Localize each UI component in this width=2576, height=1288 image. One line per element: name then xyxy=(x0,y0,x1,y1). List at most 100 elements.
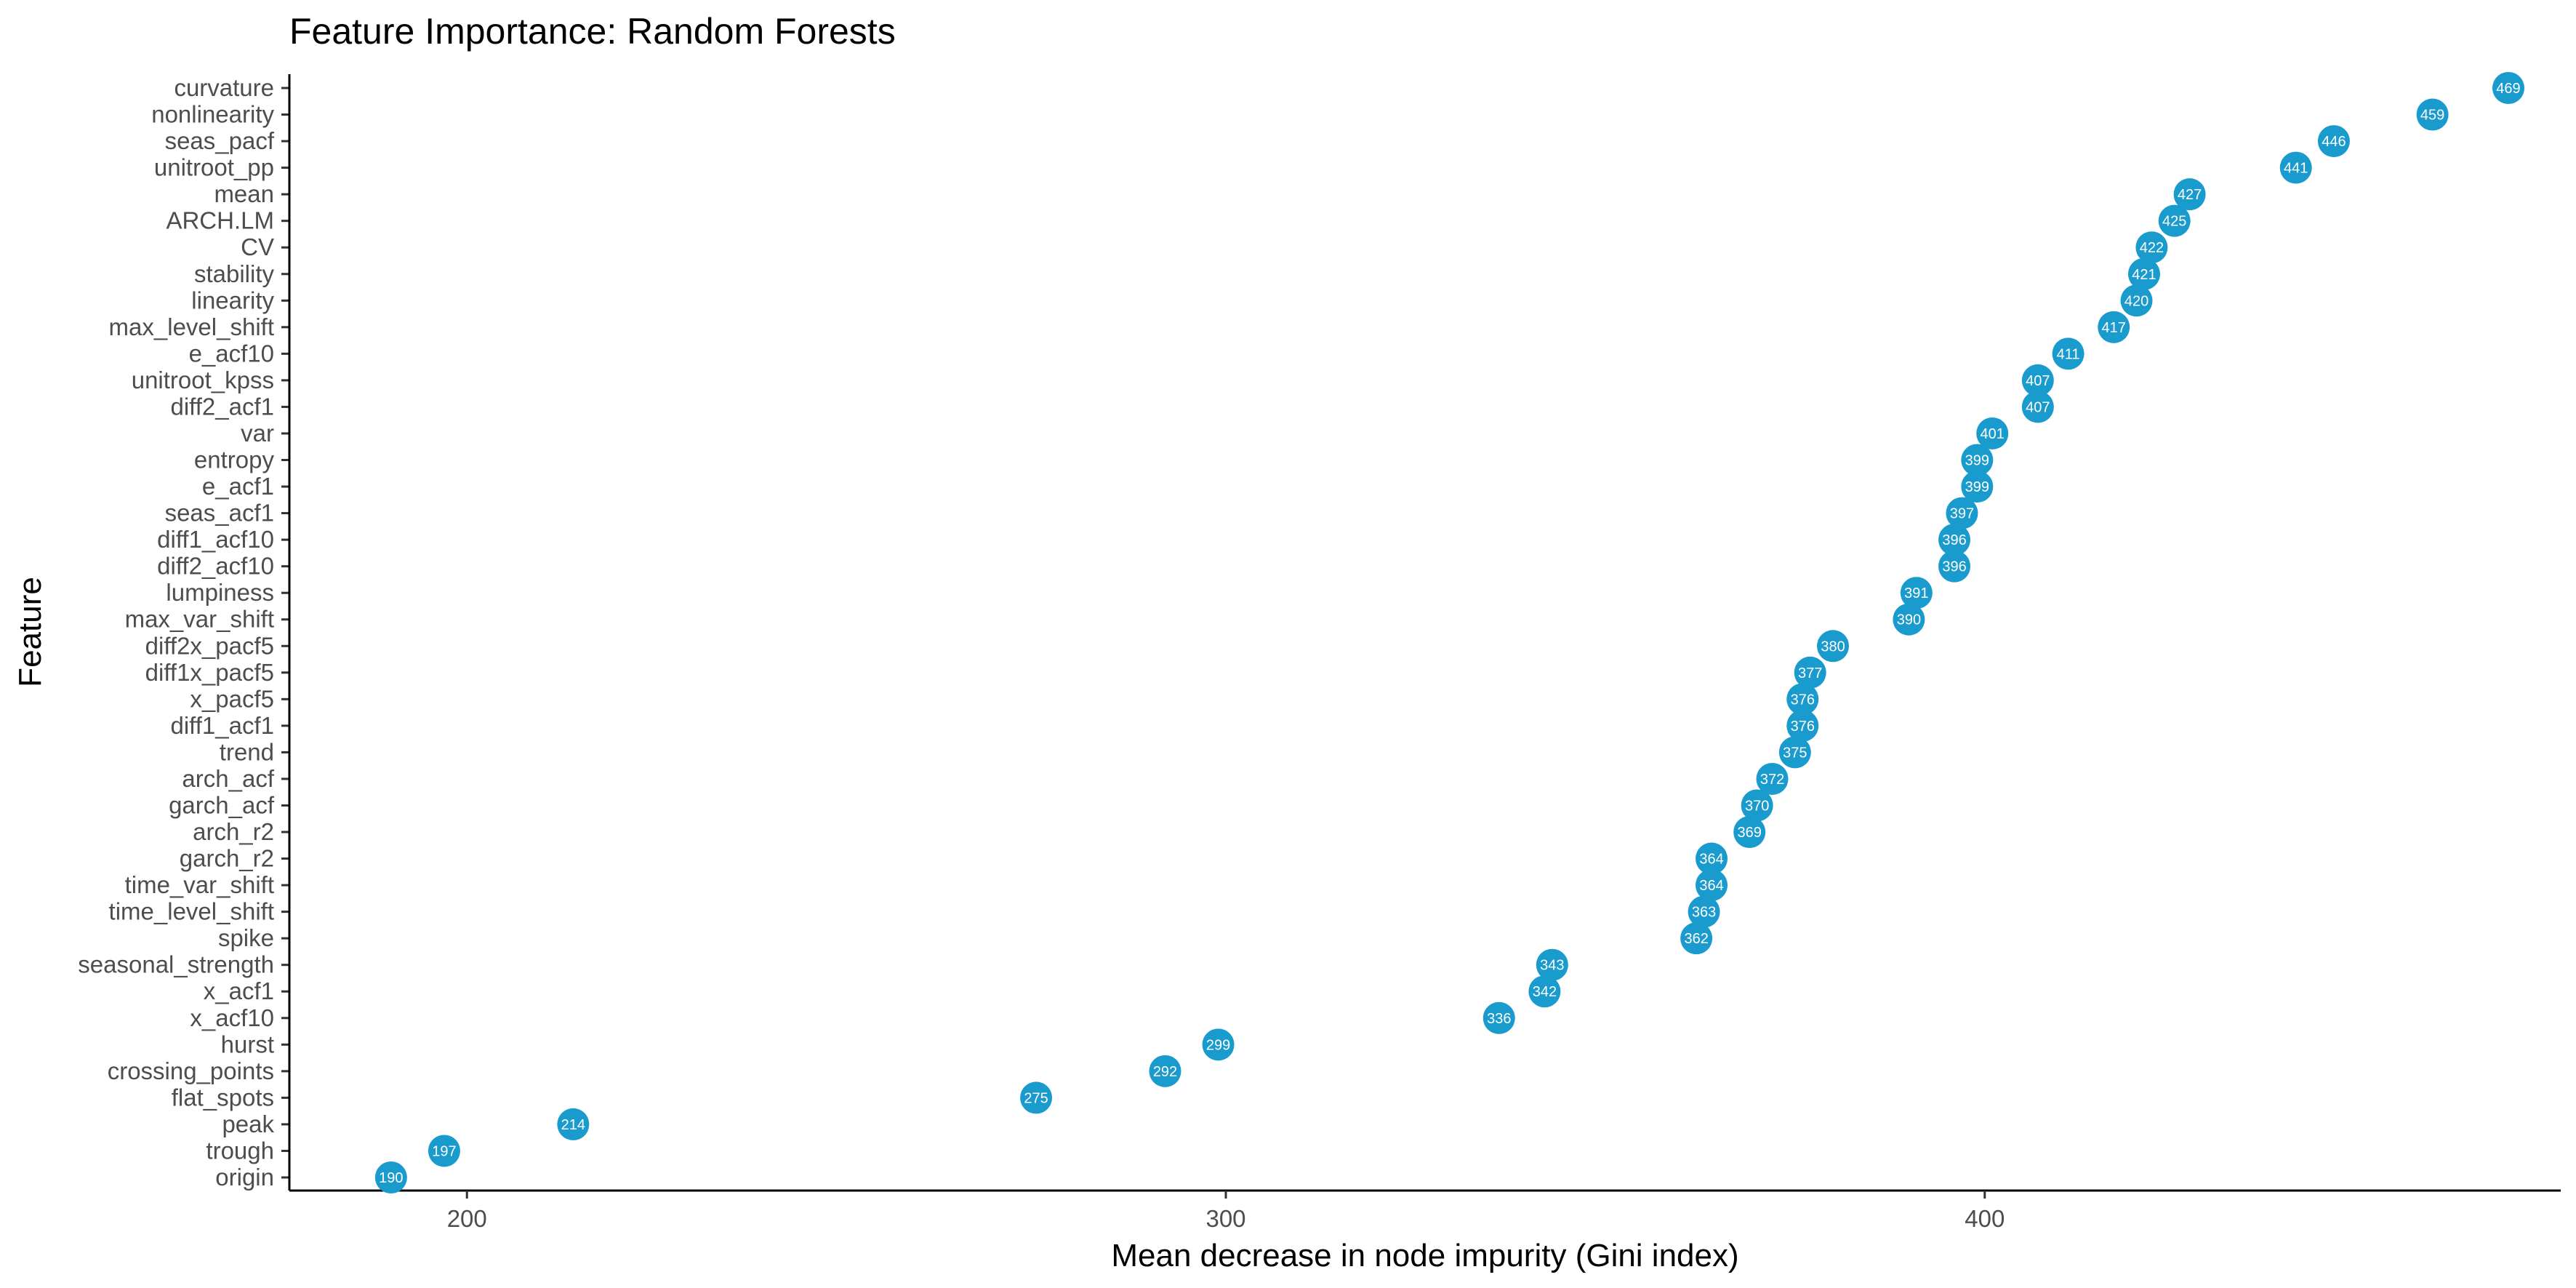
data-point xyxy=(2317,125,2350,158)
x-tick-label: 400 xyxy=(1965,1205,2005,1232)
data-point xyxy=(1733,816,1766,849)
y-tick-label: flat_spots xyxy=(172,1084,274,1111)
y-tick-label: origin xyxy=(215,1164,274,1191)
y-tick-label: diff1x_pacf5 xyxy=(145,659,274,686)
data-point xyxy=(1946,497,1978,529)
data-point-label: 376 xyxy=(1791,692,1815,708)
y-tick-label: x_acf1 xyxy=(204,977,274,1004)
data-point xyxy=(2052,337,2085,370)
y-tick-label: trough xyxy=(206,1137,274,1164)
y-tick-label: hurst xyxy=(221,1031,274,1057)
data-point xyxy=(2279,151,2312,184)
x-tick-label: 200 xyxy=(447,1205,487,1232)
data-point-label: 421 xyxy=(2132,267,2156,283)
data-point xyxy=(1961,444,1994,476)
y-tick-label: crossing_points xyxy=(108,1057,274,1084)
data-point-label: 420 xyxy=(2124,293,2148,309)
data-point-label: 401 xyxy=(1981,426,2005,442)
data-point-label: 396 xyxy=(1942,559,1966,575)
data-point xyxy=(2416,98,2449,131)
y-tick-label: unitroot_kpss xyxy=(132,367,274,393)
y-tick-label: diff2_acf1 xyxy=(170,393,274,420)
y-tick-label: trend xyxy=(220,738,274,765)
y-tick-label: x_acf10 xyxy=(190,1004,274,1031)
y-tick-label: max_level_shift xyxy=(109,313,274,340)
data-point xyxy=(1688,895,1720,928)
y-tick-label: unitroot_pp xyxy=(154,154,274,181)
y-tick-label: diff1_acf1 xyxy=(170,712,274,739)
y-axis-labels: curvaturenonlinearityseas_pacfunitroot_p… xyxy=(78,74,275,1191)
data-point xyxy=(1680,922,1713,955)
data-point xyxy=(1149,1055,1181,1087)
data-point xyxy=(1893,603,1925,636)
data-point-label: 422 xyxy=(2140,240,2164,256)
data-point-label: 214 xyxy=(561,1117,585,1133)
data-point xyxy=(1696,869,1728,902)
x-axis-title: Mean decrease in node impurity (Gini ind… xyxy=(1111,1238,1738,1273)
y-tick-label: time_level_shift xyxy=(109,898,274,925)
data-point-label: 380 xyxy=(1821,639,1845,655)
data-point-label: 370 xyxy=(1745,798,1769,814)
data-point-label: 377 xyxy=(1798,665,1822,681)
data-point xyxy=(2135,231,2168,264)
data-point xyxy=(1794,656,1826,689)
data-point-label: 407 xyxy=(2026,399,2050,415)
y-tick-label: curvature xyxy=(174,74,274,101)
data-point-label: 411 xyxy=(2057,346,2080,362)
y-tick-label: entropy xyxy=(194,447,275,473)
y-tick-label: garch_r2 xyxy=(180,845,274,872)
data-point-label: 292 xyxy=(1153,1064,1177,1080)
data-point xyxy=(1976,417,2009,449)
data-point-label: 364 xyxy=(1699,852,1723,868)
y-tick-label: e_acf1 xyxy=(202,473,274,500)
y-tick-label: garch_acf xyxy=(169,791,275,818)
data-point xyxy=(1938,550,1971,583)
x-tick-label: 300 xyxy=(1205,1205,1245,1232)
data-point-label: 342 xyxy=(1533,984,1557,1000)
y-tick-label: linearity xyxy=(191,287,274,313)
data-point xyxy=(2021,391,2054,423)
data-point xyxy=(2127,257,2160,290)
y-tick-label: e_acf10 xyxy=(189,340,274,367)
data-point-label: 362 xyxy=(1684,931,1708,947)
data-point-label: 390 xyxy=(1897,612,1921,628)
y-tick-label: var xyxy=(241,420,274,447)
data-point xyxy=(1961,471,1994,503)
data-point xyxy=(2098,311,2130,343)
x-axis-ticks xyxy=(465,1191,1986,1199)
data-point-label: 369 xyxy=(1738,825,1762,841)
data-point-label: 372 xyxy=(1760,772,1784,788)
data-point-label: 425 xyxy=(2162,214,2186,230)
y-tick-label: diff1_acf10 xyxy=(157,526,274,553)
y-tick-label: diff2_acf10 xyxy=(157,553,274,580)
y-axis-ticks xyxy=(281,87,289,1179)
y-tick-label: arch_r2 xyxy=(193,818,274,845)
data-point xyxy=(1900,577,1933,609)
data-point-label: 391 xyxy=(1904,585,1928,601)
data-point-label: 397 xyxy=(1950,506,1974,522)
y-tick-label: spike xyxy=(218,924,274,951)
data-point xyxy=(2492,72,2524,104)
data-point-label: 376 xyxy=(1791,719,1815,735)
data-point xyxy=(557,1108,590,1140)
y-tick-label: diff2x_pacf5 xyxy=(145,632,274,659)
y-tick-label: CV xyxy=(241,233,274,260)
data-point xyxy=(2021,364,2054,396)
data-point-label: 399 xyxy=(1965,453,1989,469)
data-point-label: 446 xyxy=(2322,134,2346,150)
data-point-label: 407 xyxy=(2026,373,2050,389)
data-point-label: 441 xyxy=(2284,161,2308,177)
data-points: 469 459 446 441 427 425 422 421 420 417 411 407 407 4… xyxy=(374,72,2524,1193)
data-point xyxy=(1741,789,1773,822)
data-point-label: 299 xyxy=(1206,1037,1230,1053)
data-point-label: 427 xyxy=(2178,187,2202,203)
data-point-label: 399 xyxy=(1965,479,1989,495)
y-tick-label: ARCH.LM xyxy=(166,207,274,234)
chart-title: Feature Importance: Random Forests xyxy=(289,11,896,52)
y-tick-label: x_pacf5 xyxy=(190,685,274,712)
data-point xyxy=(1696,842,1728,875)
data-point xyxy=(428,1135,460,1167)
data-point xyxy=(1528,975,1561,1008)
